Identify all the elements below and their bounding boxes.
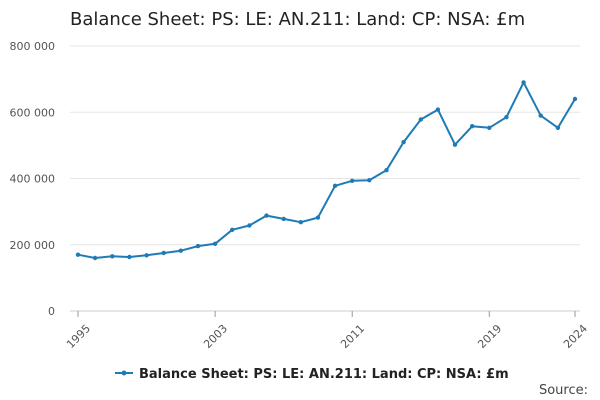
data-point <box>435 107 441 112</box>
data-point <box>521 80 526 85</box>
series-line <box>77 81 576 259</box>
data-point <box>298 220 303 225</box>
data-point <box>452 142 458 147</box>
data-point <box>264 213 269 218</box>
data-point <box>401 139 406 145</box>
y-tick-label: 800 000 <box>10 40 56 53</box>
data-point <box>504 115 509 120</box>
x-tick-label: 2003 <box>201 322 230 351</box>
data-point <box>572 96 578 102</box>
data-point <box>230 227 235 232</box>
data-point <box>315 215 321 220</box>
data-point <box>470 124 475 129</box>
data-point <box>212 241 218 246</box>
x-tick-label: 2024 <box>561 322 590 351</box>
series-group <box>75 80 578 261</box>
x-tick-label: 2019 <box>475 322 504 351</box>
x-tick-label: 1995 <box>64 322 93 351</box>
data-point <box>418 117 423 122</box>
data-point <box>332 183 338 188</box>
data-point <box>281 216 286 222</box>
data-point <box>247 223 252 228</box>
chart-title: Balance Sheet: PS: LE: AN.211: Land: CP:… <box>70 9 525 30</box>
x-tick-label: 2011 <box>338 322 367 351</box>
data-point <box>110 254 115 259</box>
data-point <box>178 248 183 253</box>
data-point <box>92 255 98 261</box>
x-axis-ticks: 1995 2003 2011 2019 2024 <box>64 311 590 351</box>
data-point <box>161 250 166 256</box>
y-tick-label: 0 <box>48 305 55 318</box>
legend-swatch-dot <box>121 370 127 376</box>
y-tick-label: 600 000 <box>10 106 56 119</box>
data-point <box>350 178 355 183</box>
data-point <box>538 113 543 118</box>
legend-label: Balance Sheet: PS: LE: AN.211: Land: CP:… <box>139 367 509 382</box>
data-point <box>555 125 561 130</box>
data-point <box>144 253 149 258</box>
data-point <box>367 178 372 183</box>
legend[interactable]: Balance Sheet: PS: LE: AN.211: Land: CP:… <box>115 367 509 382</box>
data-point <box>127 254 132 260</box>
y-tick-label: 200 000 <box>10 239 56 252</box>
y-axis-ticks: 0 200 000 400 000 600 000 800 000 <box>10 40 56 318</box>
gridlines <box>70 45 580 246</box>
data-point <box>487 125 492 130</box>
data-point <box>384 168 389 173</box>
data-point <box>75 252 81 257</box>
data-point <box>195 243 201 249</box>
source-label: Source: <box>539 383 588 398</box>
y-tick-label: 400 000 <box>10 173 56 186</box>
